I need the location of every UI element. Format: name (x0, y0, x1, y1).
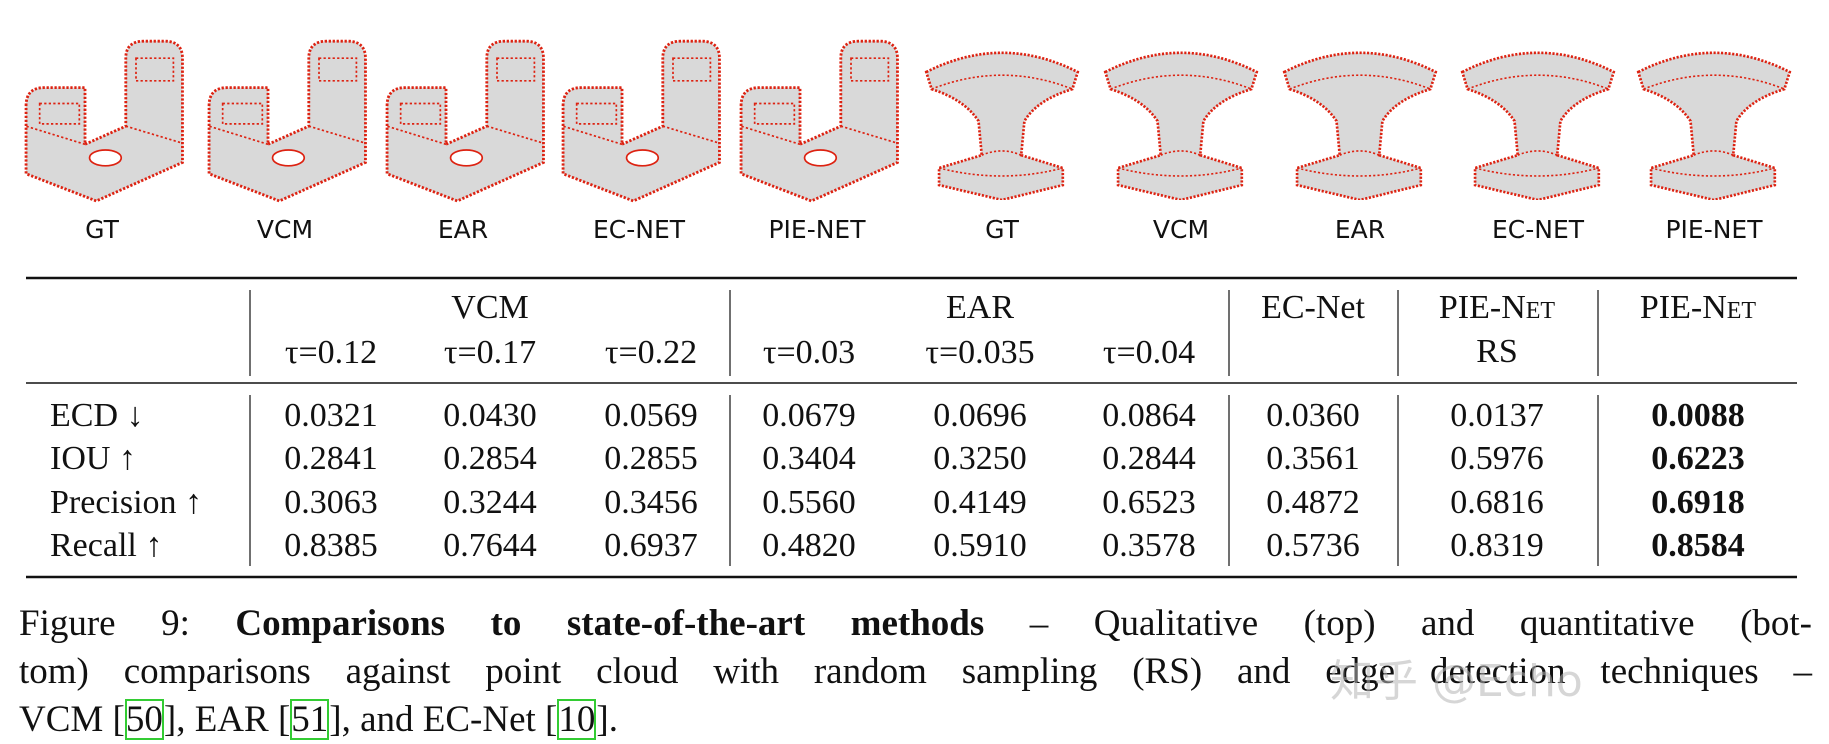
figure-label: EAR (438, 215, 488, 244)
table-cell: 0.3244 (443, 484, 537, 521)
table-cell: 0.0430 (443, 397, 537, 434)
sub-header: τ=0.12 (285, 334, 377, 371)
table-cell: 0.0137 (1450, 397, 1544, 434)
table-cell: 0.0864 (1102, 397, 1196, 434)
table-cell: 0.3578 (1102, 527, 1196, 564)
table-cell: 0.3063 (284, 484, 378, 521)
caption-text: tom) comparisons against point cloud wit… (19, 651, 1812, 692)
table-cell: 0.5976 (1450, 440, 1544, 477)
watermark: 知乎 @Echo (1330, 656, 1583, 707)
table-cell: 0.5736 (1266, 527, 1360, 564)
figure-label: GT (985, 215, 1019, 244)
row-label: IOU ↑ (50, 440, 136, 477)
table-cell: 0.0360 (1266, 397, 1360, 434)
caption-line: VCM [50], EAR [51], and EC-Net [10]. (19, 696, 1812, 744)
table-cell: 0.2841 (284, 440, 378, 477)
caption-text: VCM [ (19, 699, 125, 740)
group-header: EC-Net (1261, 289, 1365, 326)
sub-header: τ=0.035 (925, 334, 1034, 371)
table-cell: 0.8319 (1450, 527, 1544, 564)
figure-label: EC-NET (1492, 215, 1585, 244)
citation[interactable]: 51 (290, 699, 330, 740)
figure-label: PIE-NET (768, 215, 866, 244)
table-cell: 0.5560 (762, 484, 856, 521)
group-header: PIE-Net (1439, 289, 1556, 326)
table-cell: 0.4149 (933, 484, 1027, 521)
table-cell: 0.3456 (604, 484, 698, 521)
sub-header: RS (1476, 333, 1518, 370)
row-label: Recall ↑ (50, 527, 162, 564)
caption-text: – Qualitative (top) and quantitative (bo… (1029, 603, 1812, 644)
table-cell: 0.6918 (1651, 484, 1745, 521)
table-cell: 0.0569 (604, 397, 698, 434)
table-cell: 0.2854 (443, 440, 537, 477)
table-cell: 0.0696 (933, 397, 1027, 434)
caption-text: ], and EC-Net [ (329, 699, 558, 740)
table-cell: 0.5910 (933, 527, 1027, 564)
table-cell: 0.6816 (1450, 484, 1544, 521)
table-cell: 0.4820 (762, 527, 856, 564)
table-cell: 0.7644 (443, 527, 537, 564)
figure-label: EC-NET (593, 215, 686, 244)
figure-label: VCM (257, 215, 313, 244)
table-cell: 0.2855 (604, 440, 698, 477)
table-cell: 0.6523 (1102, 484, 1196, 521)
figure-label: EAR (1335, 215, 1385, 244)
citation[interactable]: 10 (557, 699, 597, 740)
table-cell: 0.8385 (284, 527, 378, 564)
caption-title: Comparisons to state-of-the-art methods (235, 603, 985, 644)
group-header: EAR (946, 289, 1014, 326)
figure-label: GT (85, 215, 119, 244)
table-cell: 0.6223 (1651, 440, 1745, 477)
table-rules (26, 276, 1797, 579)
caption-line: Figure 9: Comparisons to state-of-the-ar… (19, 600, 1812, 648)
caption-label: Figure 9: (19, 603, 190, 644)
table-cell: 0.0321 (284, 397, 378, 434)
figure-label: VCM (1153, 215, 1209, 244)
group-header: VCM (451, 289, 528, 326)
table-cell: 0.6937 (604, 527, 698, 564)
group-header: PIE-Net (1640, 289, 1757, 326)
figure: GT VCM EAR EC-NET PIE-NET GT VCM EAR EC-NET PIE-N… (24, 39, 1797, 579)
row-label: Precision ↑ (50, 484, 202, 521)
caption-text: ]. (596, 699, 618, 740)
table-cell: 0.2844 (1102, 440, 1196, 477)
table-cell: 0.3561 (1266, 440, 1360, 477)
sub-header: τ=0.22 (605, 334, 697, 371)
caption-line: tom) comparisons against point cloud wit… (19, 648, 1812, 696)
table-cell: 0.3404 (762, 440, 856, 477)
table-cell: 0.0679 (762, 397, 856, 434)
table-cell: 0.3250 (933, 440, 1027, 477)
sub-header: τ=0.17 (444, 334, 536, 371)
citation[interactable]: 50 (124, 699, 164, 740)
table-cell: 0.4872 (1266, 484, 1360, 521)
sub-header: τ=0.04 (1103, 334, 1195, 371)
table-cell: 0.0088 (1651, 397, 1745, 434)
caption-text: ], EAR [ (163, 699, 291, 740)
table-cell: 0.8584 (1651, 527, 1745, 564)
row-label: ECD ↓ (50, 397, 144, 434)
figure-label: PIE-NET (1665, 215, 1763, 244)
sub-header: τ=0.03 (763, 334, 855, 371)
